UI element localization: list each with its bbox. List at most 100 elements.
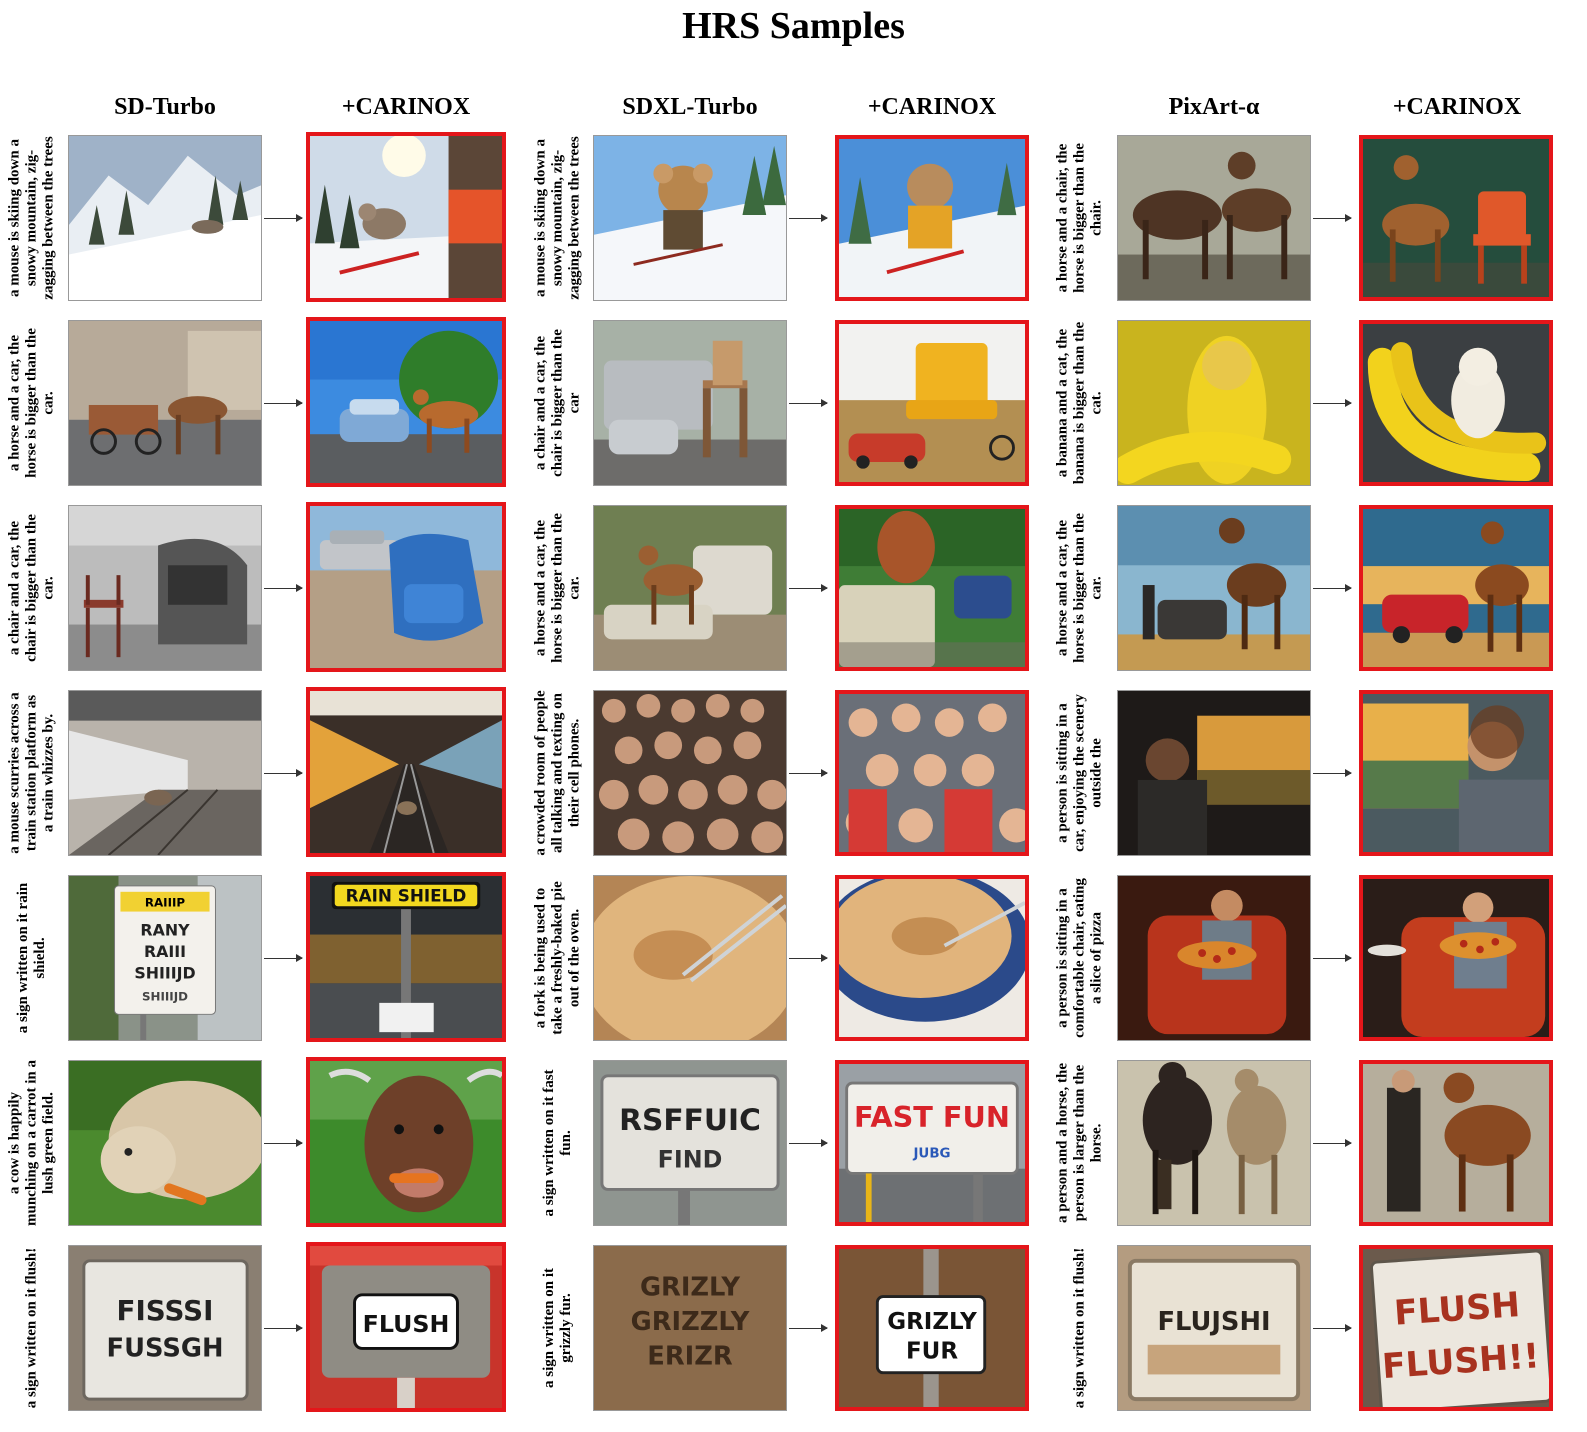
prompt-label: a sign written on it rain shield. — [15, 882, 48, 1034]
arrow — [789, 1324, 828, 1332]
arrow — [1313, 1324, 1352, 1332]
sd-carinox-image — [306, 502, 506, 672]
svg-text:FUR: FUR — [906, 1339, 958, 1365]
svg-text:SHIIIJD: SHIIIJD — [134, 964, 195, 983]
pixart-image — [1117, 505, 1311, 671]
pixart-image — [1117, 690, 1311, 856]
svg-text:RANY: RANY — [140, 920, 190, 939]
svg-text:FLUSH: FLUSH — [363, 1310, 450, 1338]
column-header-sdxl-turbo: SDXL-Turbo — [622, 94, 758, 120]
pixart-image — [1117, 875, 1311, 1041]
pixart-image — [1117, 1060, 1311, 1226]
sd-carinox-image — [306, 1057, 506, 1227]
sd-carinox-image — [306, 687, 506, 857]
sdxl-carinox-image: FAST FUN JUBG — [835, 1060, 1029, 1226]
arrow — [264, 1324, 303, 1332]
svg-text:RAIII: RAIII — [144, 942, 186, 961]
pixart-image — [1117, 135, 1311, 301]
prompt-label: a horse and a car, the horse is bigger t… — [6, 328, 57, 478]
sdxl-carinox-image — [835, 505, 1029, 671]
sd-turbo-image — [68, 1060, 262, 1226]
svg-text:GRIZLY: GRIZLY — [640, 1272, 741, 1302]
sdxl-carinox-image — [835, 690, 1029, 856]
column-header-sdxl-carinox: +CARINOX — [867, 94, 997, 120]
prompt-label: a person and a horse, the person is larg… — [1054, 1063, 1105, 1224]
prompt-label: a banana and a cat, the banana is bigger… — [1054, 321, 1105, 485]
arrow — [1313, 399, 1352, 407]
arrow — [264, 214, 303, 222]
arrow — [789, 769, 828, 777]
sdxl-carinox-image — [835, 320, 1029, 486]
svg-text:GRIZLY: GRIZLY — [887, 1309, 977, 1335]
arrow — [264, 1139, 303, 1147]
prompt-label: a sign written on it fast fun. — [541, 1069, 574, 1217]
prompt-label: a horse and a car, the horse is bigger t… — [532, 513, 583, 663]
svg-text:ERIZR: ERIZR — [647, 1342, 733, 1372]
pixart-carinox-image — [1359, 875, 1553, 1041]
svg-text:FISSSI: FISSSI — [117, 1294, 214, 1327]
sdxl-turbo-image — [593, 875, 787, 1041]
prompt-label: a horse and a car, the horse is bigger t… — [1054, 513, 1105, 663]
sd-carinox-image — [306, 317, 506, 487]
svg-text:JUBG: JUBG — [912, 1146, 950, 1161]
pixart-carinox-image: FLUSH FLUSH!! — [1359, 1245, 1553, 1411]
sd-turbo-image — [68, 135, 262, 301]
pixart-carinox-image — [1359, 135, 1553, 301]
arrow — [789, 399, 828, 407]
sdxl-carinox-image: GRIZLY FUR — [835, 1245, 1029, 1411]
pixart-carinox-image — [1359, 320, 1553, 486]
svg-text:FLUJSHI: FLUJSHI — [1157, 1307, 1270, 1337]
arrow — [789, 214, 828, 222]
prompt-label: a person is sitting in a car, enjoying t… — [1054, 694, 1105, 852]
sdxl-turbo-image — [593, 135, 787, 301]
arrow — [264, 769, 303, 777]
pixart-carinox-image — [1359, 1060, 1553, 1226]
column-header-pixart: PixArt-α — [1168, 94, 1260, 120]
sdxl-turbo-image — [593, 690, 787, 856]
prompt-label: a crowded room of people all talking and… — [532, 690, 583, 856]
arrow — [264, 399, 303, 407]
prompt-label: a sign written on it flush! — [23, 1247, 40, 1409]
sd-turbo-image — [68, 320, 262, 486]
column-header-sd-turbo: SD-Turbo — [114, 94, 216, 120]
sd-turbo-image: FISSSI FUSSGH — [68, 1245, 262, 1411]
sd-turbo-image — [68, 505, 262, 671]
arrow — [789, 1139, 828, 1147]
arrow — [1313, 954, 1352, 962]
sd-carinox-image: RAIN SHIELD — [306, 872, 506, 1042]
arrow — [789, 954, 828, 962]
prompt-label: a person is sitting in a comfortable cha… — [1054, 878, 1105, 1038]
prompt-label: a fork is being used to take a freshly-b… — [532, 881, 583, 1035]
sdxl-carinox-image — [835, 875, 1029, 1041]
svg-text:RAIIIP: RAIIIP — [145, 896, 186, 910]
svg-text:SHIIIJD: SHIIIJD — [142, 989, 188, 1003]
prompt-label: a sign written on it flush! — [1071, 1247, 1088, 1409]
svg-text:RSFFUIC: RSFFUIC — [619, 1102, 761, 1137]
arrow — [264, 584, 303, 592]
sd-turbo-image: RAIIIP RANY RAIII SHIIIJD SHIIIJD — [68, 875, 262, 1041]
column-header-sd-carinox: +CARINOX — [341, 94, 471, 120]
arrow — [1313, 769, 1352, 777]
arrow — [264, 954, 303, 962]
sdxl-carinox-image — [835, 135, 1029, 301]
sdxl-turbo-image: RSFFUIC FIND — [593, 1060, 787, 1226]
prompt-label: a mouse is skiing down a snowy mountain,… — [532, 136, 583, 300]
prompt-label: a cow is happily munching on a carrot in… — [6, 1060, 57, 1226]
sdxl-turbo-image — [593, 505, 787, 671]
sd-carinox-image: FLUSH — [306, 1242, 506, 1412]
svg-text:FIND: FIND — [658, 1146, 723, 1174]
sdxl-turbo-image: GRIZLY GRIZZLY ERIZR — [593, 1245, 787, 1411]
pixart-image: FLUJSHI — [1117, 1245, 1311, 1411]
pixart-carinox-image — [1359, 505, 1553, 671]
pixart-carinox-image — [1359, 690, 1553, 856]
sd-turbo-image — [68, 690, 262, 856]
sd-carinox-image — [306, 132, 506, 302]
prompt-label: a chair and a car, the chair is bigger t… — [532, 329, 583, 477]
svg-text:GRIZZLY: GRIZZLY — [631, 1307, 750, 1337]
svg-text:FAST FUN: FAST FUN — [854, 1100, 1010, 1134]
prompt-label: a sign written on it grizzly fur. — [541, 1268, 574, 1388]
prompt-label: a chair and a car, the chair is bigger t… — [6, 514, 57, 662]
column-header-pixart-carinox: +CARINOX — [1392, 94, 1522, 120]
prompt-label: a mouse is skiing down a snowy mountain,… — [6, 136, 57, 300]
arrow — [789, 584, 828, 592]
